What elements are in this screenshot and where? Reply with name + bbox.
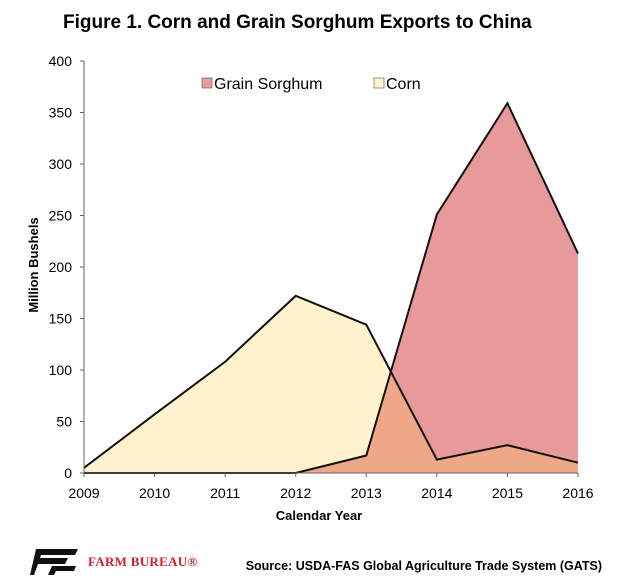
series-line-corn (83, 294, 579, 469)
x-tick-label: 2011 (210, 485, 240, 501)
y-tick-label: 250 (49, 208, 73, 224)
legend-label: Grain Sorghum (214, 76, 323, 93)
y-tick-label: 200 (49, 259, 73, 275)
x-tick-label: 2016 (562, 485, 593, 501)
y-tick-label: 50 (56, 414, 72, 430)
y-axis-title: Million Bushels (26, 217, 41, 312)
legend-swatch (373, 77, 385, 89)
x-tick-label: 2010 (139, 485, 170, 501)
series-overlap-area (84, 371, 578, 473)
brand-name: FARM BUREAU® (88, 554, 198, 569)
legend-swatch (201, 77, 213, 89)
x-axis-title: Calendar Year (276, 508, 362, 523)
source-note: Source: USDA-FAS Global Agriculture Trad… (245, 559, 602, 573)
x-tick-label: 2015 (492, 485, 523, 501)
farm-bureau-logo-icon (30, 549, 78, 575)
x-tick-label: 2013 (351, 485, 382, 501)
y-tick-label: 0 (64, 465, 72, 481)
series-area-grain-sorghum (84, 103, 578, 473)
y-tick-label: 100 (49, 362, 73, 378)
x-tick-label: 2012 (280, 485, 311, 501)
y-tick-label: 150 (49, 311, 73, 327)
series-area-corn (84, 295, 578, 473)
chart-title: Figure 1. Corn and Grain Sorghum Exports… (63, 12, 532, 33)
legend-label: Corn (386, 76, 421, 93)
x-tick-label: 2014 (421, 485, 452, 501)
y-tick-label: 350 (49, 105, 73, 121)
x-tick-label: 2009 (68, 485, 99, 501)
y-tick-label: 300 (49, 156, 73, 172)
farm-bureau-logo: FARM BUREAU® (30, 549, 197, 575)
y-tick-label: 400 (49, 53, 73, 69)
